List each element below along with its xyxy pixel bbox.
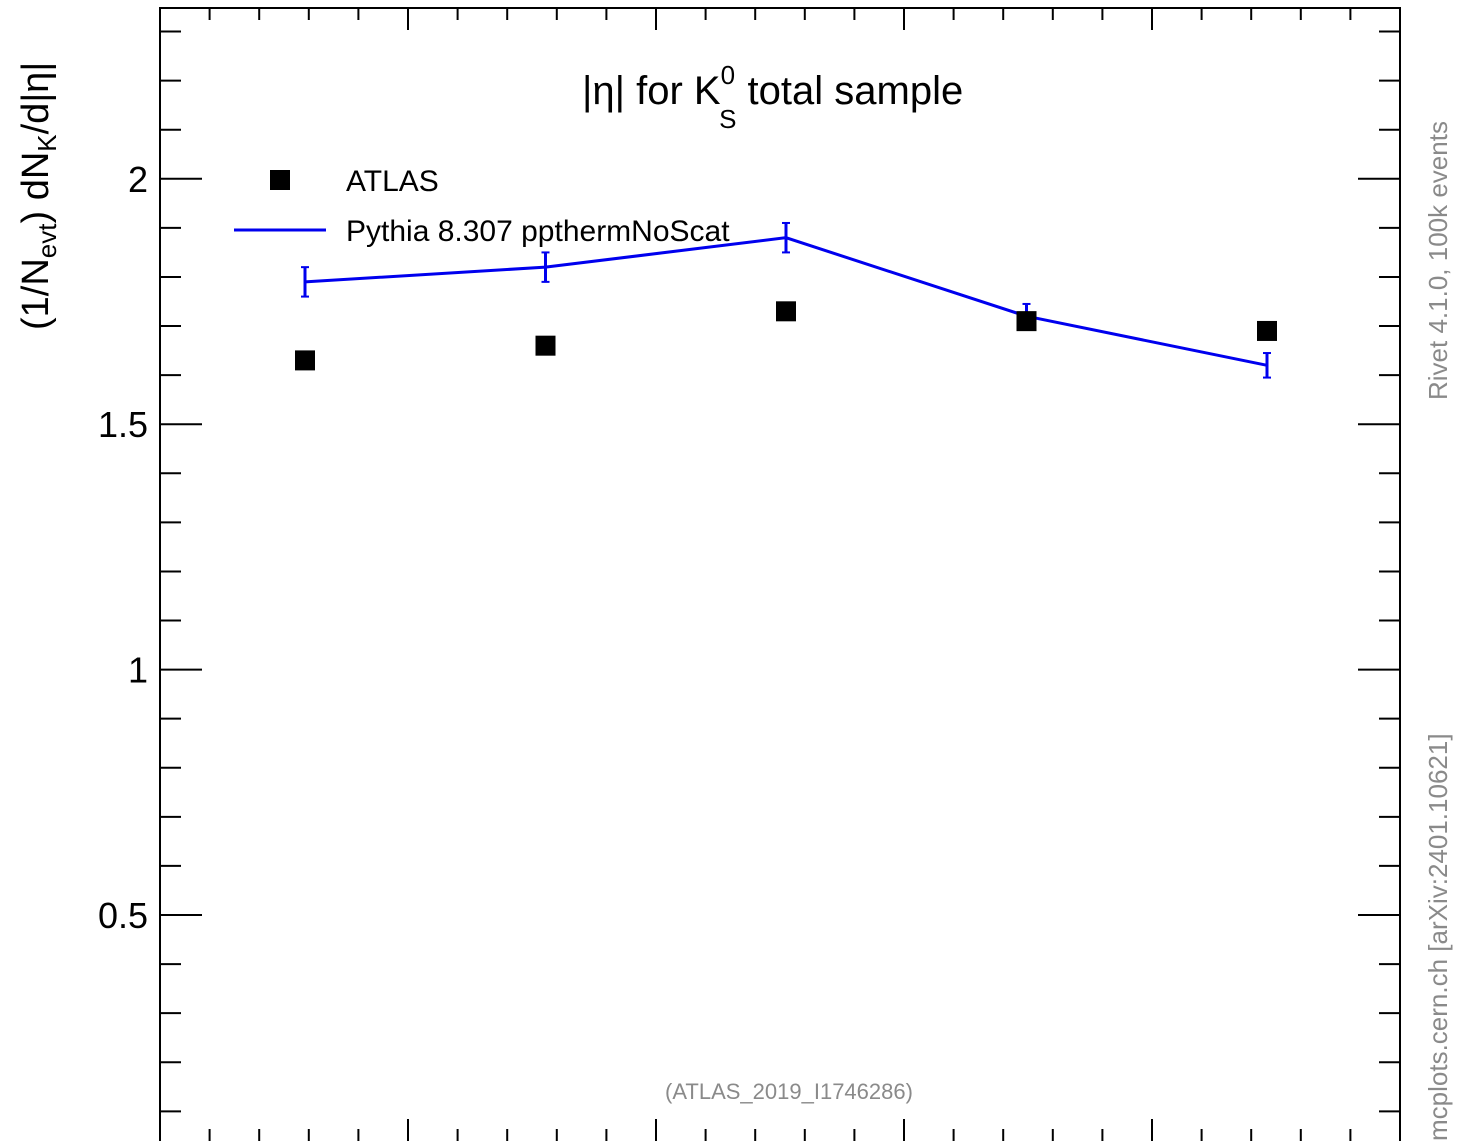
series-atlas — [295, 301, 1277, 371]
y-tick-label: 1 — [128, 650, 148, 691]
y-label-part1: (1/N — [15, 258, 57, 330]
y-tick-labels: 0.511.522.533.544.5 — [98, 159, 148, 936]
y-label-part2: ) dN — [15, 152, 57, 224]
title-sup: 0 — [721, 60, 735, 90]
atlas-point — [535, 335, 556, 356]
atlas-point — [1257, 320, 1277, 341]
mcplots-annotation: mcplots.cern.ch [arXiv:2401.10621] — [1423, 733, 1453, 1141]
axis-ticks — [159, 8, 1401, 1141]
y-label-sub2: K — [32, 134, 62, 152]
atlas-point — [776, 301, 796, 322]
y-label-part3: /d|η| — [15, 62, 57, 135]
rivet-annotation: Rivet 4.1.0, 100k events — [1423, 121, 1453, 400]
legend-atlas-label: ATLAS — [346, 165, 439, 198]
chart-title: |η| for K0 S total sample — [582, 60, 963, 134]
title-sub: S — [719, 104, 736, 134]
y-tick-label: 0.5 — [98, 895, 148, 936]
legend-atlas-marker — [270, 170, 290, 190]
y-label-sub1: evt — [32, 223, 62, 258]
y-tick-label: 2 — [128, 159, 148, 200]
legend: ATLAS Pythia 8.307 ppthermNoScat — [234, 165, 730, 248]
title-rest: total sample — [736, 69, 963, 113]
plot-frame — [159, 7, 1401, 1141]
atlas-point — [295, 350, 315, 371]
analysis-reference: (ATLAS_2019_I1746286) — [665, 1079, 913, 1104]
y-axis-label: (1/Nevt) dNK/d|η| — [15, 62, 62, 330]
legend-pythia-label: Pythia 8.307 ppthermNoScat — [346, 215, 730, 248]
title-main: |η| for K — [582, 69, 721, 113]
atlas-point — [1016, 311, 1037, 332]
y-tick-label: 1.5 — [98, 404, 148, 445]
